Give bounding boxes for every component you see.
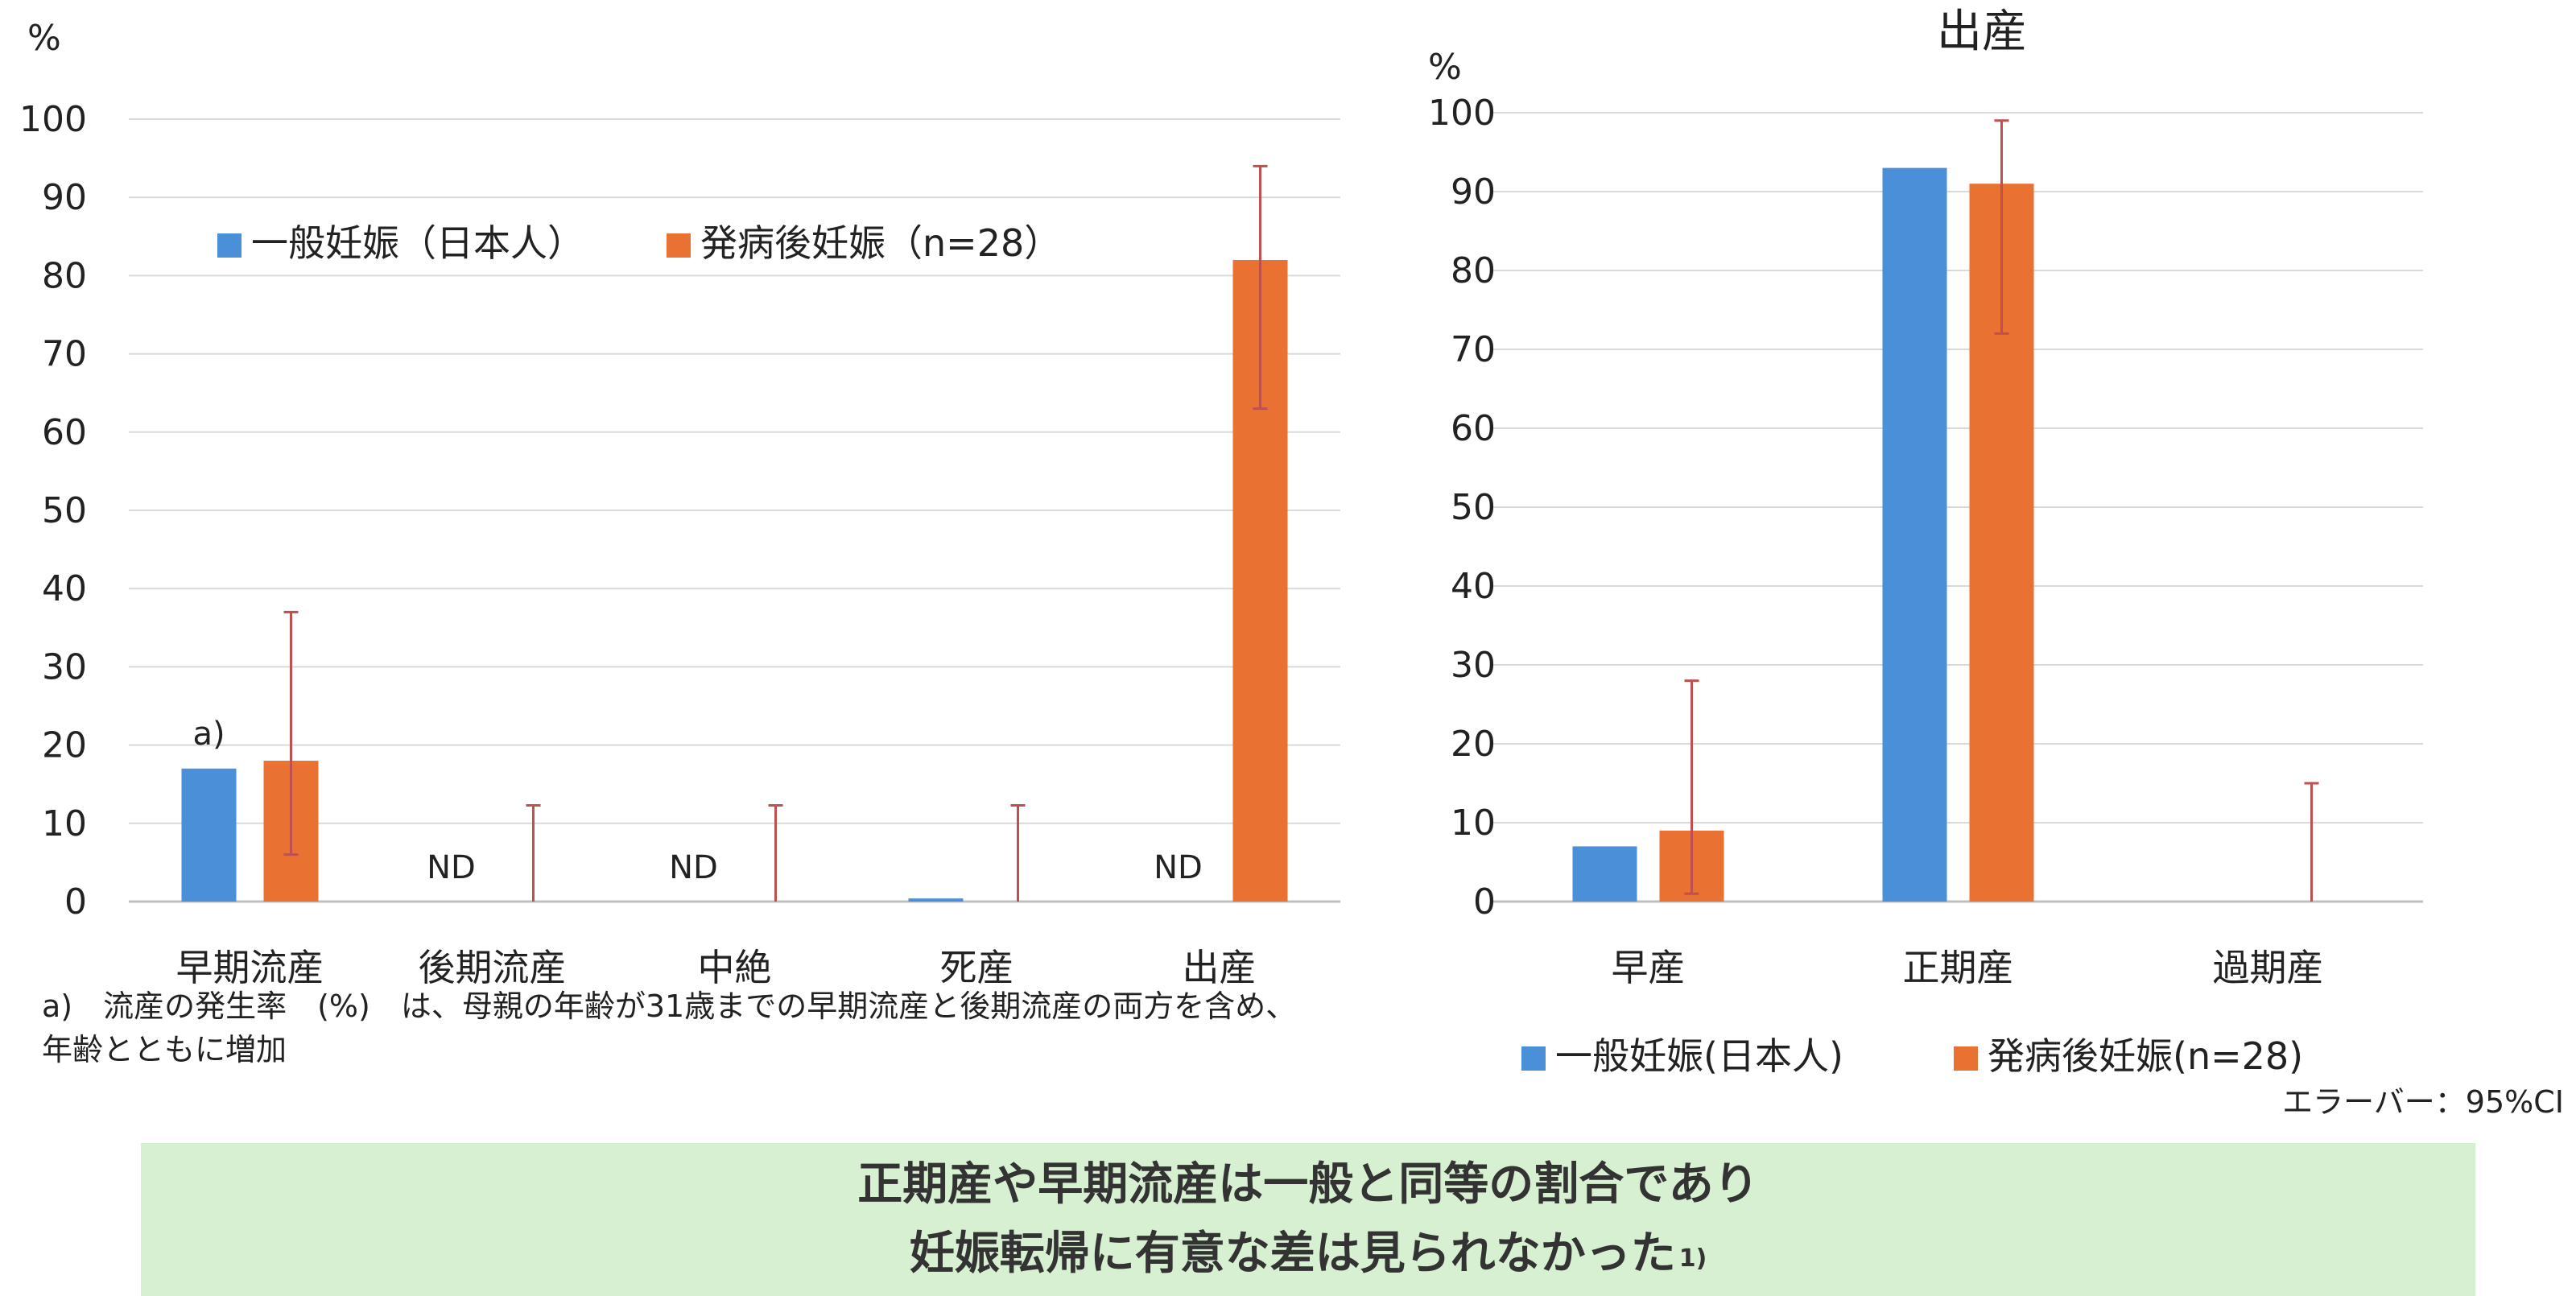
chart1-y-tick-label: 60 (42, 412, 87, 453)
chart1-y-axis-label: % (27, 18, 61, 59)
chart2-error-bar-note: エラーバー：95%CI (2282, 1084, 2564, 1120)
chart1-y-tick-label: 10 (42, 803, 87, 844)
chart1-legend-label: 発病後妊娠（n=28） (700, 221, 1061, 265)
chart1-footnote-line: 年齢とともに増加 (42, 1032, 287, 1067)
chart1-y-tick-label: 70 (42, 334, 87, 375)
chart1-bar (181, 768, 237, 902)
chart2-bar (1882, 167, 1947, 902)
chart1-data-label: ND (1154, 849, 1203, 886)
chart2-y-axis-label: % (1428, 47, 1462, 88)
summary-reference: 1) (1678, 1244, 1707, 1273)
chart2-y-tick-label: 60 (1451, 408, 1496, 449)
chart2-legend-swatch (1954, 1046, 1978, 1071)
chart1-y-tick-label: 50 (42, 490, 87, 531)
chart1-category-label: 中絶 (698, 946, 772, 989)
chart2-y-tick-label: 70 (1451, 329, 1496, 370)
chart1-y-tick-label: 30 (42, 646, 87, 687)
chart2-y-tick-label: 20 (1451, 724, 1496, 765)
chart2-category-label: 早産 (1612, 946, 1686, 989)
chart-canvas: 0102030405060708090100%早期流産a)後期流産ND中絶ND死… (19, 6, 2564, 1120)
chart2-legend-label: 一般妊娠(日本人) (1555, 1034, 1843, 1078)
chart2-legend-label: 発病後妊娠(n=28) (1988, 1034, 2303, 1078)
chart1-data-label: ND (427, 849, 476, 886)
summary-line-2-text: 妊娠転帰に有意な差は見られなかった (909, 1228, 1676, 1280)
chart2-title: 出産 (1937, 6, 2027, 58)
chart1-y-tick-label: 40 (42, 568, 87, 609)
summary-line-2: 妊娠転帰に有意な差は見られなかった 1) (910, 1220, 1707, 1289)
chart1-legend-swatch (667, 233, 691, 258)
chart2-category-label: 正期産 (1903, 946, 2014, 989)
chart1-footnote-line: a) 流産の発生率 (%) は、母親の年齢が31歳までの早期流産と後期流産の両方… (42, 989, 1296, 1024)
chart1-y-tick-label: 20 (42, 725, 87, 766)
chart2-category-label: 過期産 (2213, 946, 2324, 989)
chart2-y-tick-label: 30 (1451, 645, 1496, 686)
chart2-y-tick-label: 40 (1451, 566, 1496, 607)
chart1-y-tick-label: 100 (19, 99, 87, 140)
chart1-legend-label: 一般妊娠（日本人） (251, 221, 584, 265)
chart1-y-tick-label: 90 (42, 177, 87, 218)
chart1-category-label: 早期流産 (176, 946, 324, 989)
chart2-y-tick-label: 50 (1451, 487, 1496, 528)
summary-line-1: 正期産や早期流産は一般と同等の割合であり (857, 1158, 1759, 1211)
chart1-data-label: ND (669, 849, 718, 886)
chart1-legend-swatch (217, 233, 242, 258)
chart2-y-tick-label: 100 (1428, 93, 1496, 134)
chart1-category-label: 出産 (1183, 946, 1257, 989)
chart2-bar (1572, 846, 1637, 902)
chart1-category-label: 死産 (940, 946, 1014, 989)
chart2-y-tick-label: 0 (1473, 881, 1496, 922)
summary-banner: 正期産や早期流産は一般と同等の割合であり 妊娠転帰に有意な差は見られなかった 1) (141, 1143, 2475, 1296)
chart1-category-label: 後期流産 (419, 946, 567, 989)
chart1-y-tick-label: 80 (42, 255, 87, 296)
chart1-data-label: a) (192, 716, 225, 753)
chart2-y-tick-label: 90 (1451, 171, 1496, 213)
chart2-y-tick-label: 80 (1451, 250, 1496, 291)
chart2-y-tick-label: 10 (1451, 803, 1496, 844)
chart1-bar (908, 898, 964, 902)
chart2-legend-swatch (1521, 1046, 1546, 1071)
chart1-y-tick-label: 0 (64, 881, 87, 922)
